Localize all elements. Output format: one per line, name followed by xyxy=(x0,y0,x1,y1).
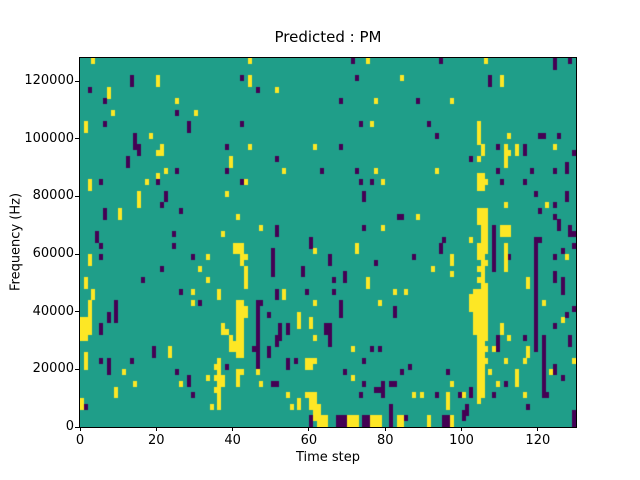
y-tick-mark xyxy=(75,80,79,82)
x-tick-mark xyxy=(308,427,310,431)
x-tick-label: 120 xyxy=(525,433,551,448)
x-tick-mark xyxy=(384,427,386,431)
x-tick-mark xyxy=(537,427,539,431)
y-tick-label: 80000 xyxy=(32,188,74,204)
heatmap-canvas xyxy=(80,58,576,427)
x-tick-label: 20 xyxy=(148,433,165,448)
plot-area xyxy=(79,57,577,428)
x-tick-label: 60 xyxy=(300,433,318,448)
y-tick-mark xyxy=(75,426,79,428)
x-tick-label: 40 xyxy=(224,433,241,448)
y-tick-mark xyxy=(75,368,79,370)
x-tick-label: 0 xyxy=(75,433,85,448)
x-tick-label: 100 xyxy=(449,433,474,448)
y-tick-mark xyxy=(75,311,79,313)
x-axis-label: Time step xyxy=(295,450,361,465)
y-tick-label: 60000 xyxy=(32,246,74,262)
x-tick-mark xyxy=(461,427,463,431)
chart-title: Predicted : PM xyxy=(274,28,382,46)
y-tick-label: 0 xyxy=(65,419,74,434)
x-tick-mark xyxy=(232,427,234,431)
x-tick-mark xyxy=(155,427,157,431)
y-tick-mark xyxy=(75,195,79,197)
y-tick-label: 120000 xyxy=(24,73,74,89)
y-tick-label: 100000 xyxy=(24,130,74,146)
x-tick-label: 80 xyxy=(376,433,394,448)
y-tick-mark xyxy=(75,253,79,255)
y-tick-label: 40000 xyxy=(32,303,74,319)
y-tick-mark xyxy=(75,138,79,140)
y-tick-label: 20000 xyxy=(32,361,74,377)
x-tick-mark xyxy=(79,427,81,431)
y-axis-label: Frequency (Hz) xyxy=(8,192,24,292)
